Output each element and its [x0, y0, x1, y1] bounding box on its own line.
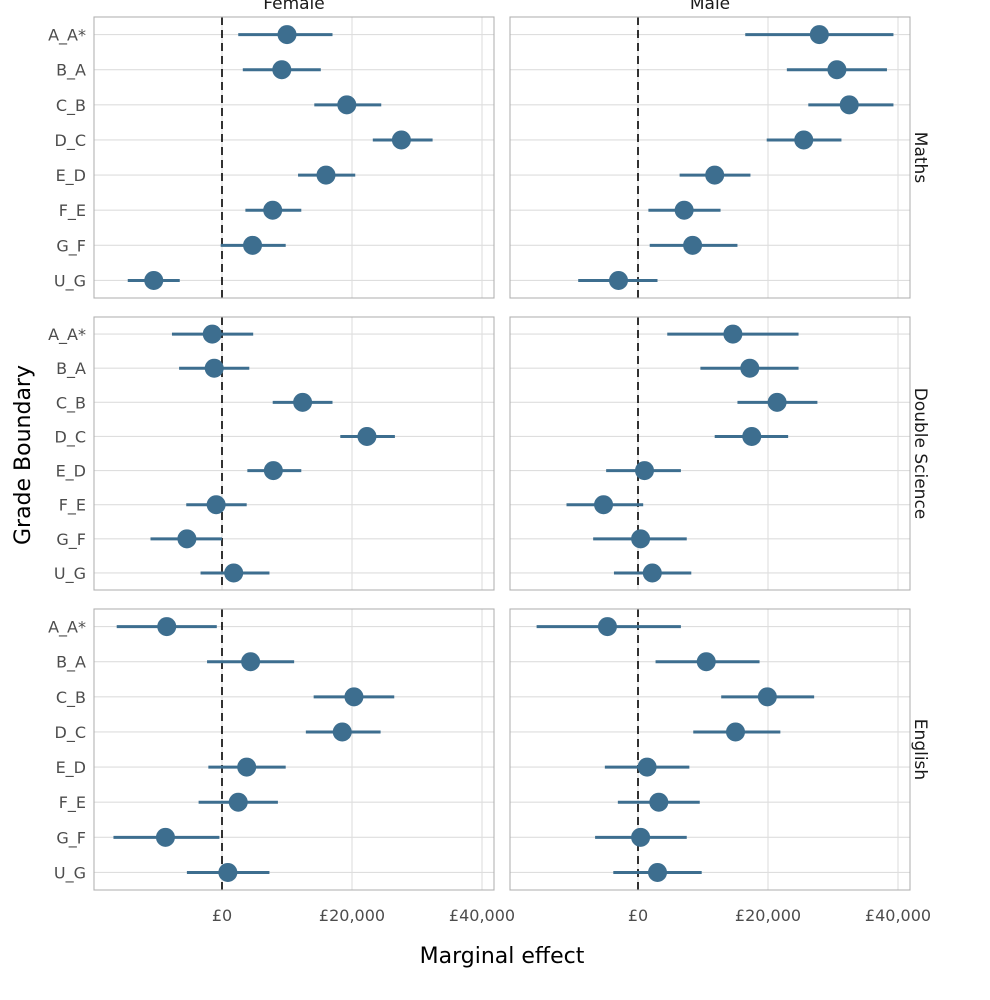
estimate-point	[767, 392, 787, 412]
estimate-point	[609, 270, 628, 290]
estimate-point	[683, 235, 703, 255]
y-tick-label: C_B	[56, 393, 86, 413]
x-tick-label: £0	[212, 906, 232, 925]
panel-border	[93, 608, 495, 891]
estimate-point	[631, 827, 651, 847]
panel-border	[509, 16, 911, 299]
y-tick-label: D_C	[55, 131, 87, 151]
panel-maths-male	[509, 16, 911, 299]
panel-border	[509, 608, 911, 891]
estimate-point	[344, 687, 364, 707]
y-tick-label: F_E	[59, 793, 86, 813]
panel-english-female: A_A* B_A C_B D_C E_D F_E G_F U_G £0 £20,000 £40,00…	[48, 608, 515, 925]
estimate-point	[241, 652, 261, 672]
estimate-point	[357, 426, 377, 446]
estimate-point	[157, 617, 177, 637]
estimate-point	[757, 687, 777, 707]
panel-maths-female: A_A* B_A C_B D_C E_D F_E G_F U_G	[48, 16, 495, 299]
estimate-point	[316, 165, 336, 185]
panel-double-science-female: A_A* B_A C_B D_C E_D F_E G_F U_G	[48, 316, 495, 591]
y-tick-label: B_A	[56, 653, 86, 673]
column-strip-female: Female	[263, 0, 324, 14]
y-axis-title: Grade Boundary	[11, 365, 36, 545]
y-tick-label: A_A*	[48, 618, 86, 638]
estimate-point	[726, 722, 745, 742]
row-strip-english: English	[910, 719, 930, 780]
y-tick-label: A_A*	[48, 325, 86, 345]
y-tick-label: B_A	[56, 61, 86, 81]
y-tick-label: D_C	[55, 427, 87, 447]
estimate-point	[705, 165, 725, 185]
estimate-point	[649, 792, 669, 812]
y-tick-label: F_E	[59, 201, 86, 221]
estimate-point	[237, 757, 257, 777]
estimate-point	[204, 358, 224, 378]
row-strip-double-science: Double Science	[910, 388, 930, 520]
estimate-point	[809, 25, 829, 45]
estimate-point	[597, 617, 617, 637]
y-tick-label: E_D	[56, 462, 86, 482]
y-tick-label: E_D	[56, 758, 86, 778]
estimate-point	[263, 200, 283, 220]
estimate-point	[218, 862, 238, 882]
x-tick-label: £0	[628, 906, 648, 925]
y-tick-label: U_G	[54, 564, 86, 584]
estimate-point	[177, 529, 197, 549]
estimate-point	[293, 392, 313, 412]
x-tick-label: £20,000	[735, 906, 801, 925]
estimate-point	[391, 130, 411, 150]
x-tick-label: £20,000	[319, 906, 385, 925]
estimate-point	[674, 200, 694, 220]
panel-double-science-male	[509, 316, 911, 591]
estimate-point	[337, 95, 357, 115]
y-tick-label: E_D	[56, 166, 86, 186]
estimate-point	[648, 862, 667, 882]
y-tick-label: C_B	[56, 688, 86, 708]
panel-english-male: £0 £20,000 £40,000	[509, 608, 931, 925]
estimate-point	[224, 563, 244, 583]
estimate-point	[740, 358, 760, 378]
estimate-point	[696, 652, 716, 672]
estimate-point	[332, 722, 352, 742]
estimate-point	[839, 95, 859, 115]
y-tick-label: G_F	[56, 828, 86, 848]
estimate-point	[144, 270, 164, 290]
estimate-point	[827, 60, 847, 80]
estimate-point	[742, 426, 762, 446]
x-tick-label: £40,000	[865, 906, 931, 925]
y-tick-label: C_B	[56, 96, 86, 116]
estimate-point	[155, 827, 175, 847]
estimate-point	[202, 324, 222, 344]
panel-border	[93, 316, 495, 591]
estimate-point	[243, 235, 263, 255]
row-strip-maths: Maths	[910, 132, 930, 184]
y-tick-label: B_A	[56, 359, 86, 379]
panel-border	[93, 16, 495, 299]
y-tick-label: A_A*	[48, 26, 86, 46]
estimate-point	[642, 563, 662, 583]
x-axis-title: Marginal effect	[420, 944, 585, 969]
y-tick-label: G_F	[56, 236, 86, 256]
y-tick-label: U_G	[54, 863, 86, 883]
estimate-point	[263, 461, 283, 481]
estimate-point	[794, 130, 814, 150]
estimate-point	[228, 792, 248, 812]
estimate-point	[277, 25, 297, 45]
estimate-point	[635, 461, 654, 481]
y-tick-label: D_C	[55, 723, 87, 743]
estimate-point	[594, 495, 614, 515]
estimate-point	[637, 757, 657, 777]
estimate-point	[272, 60, 292, 80]
estimate-point	[723, 324, 743, 344]
y-tick-label: G_F	[56, 530, 86, 550]
y-tick-label: F_E	[59, 496, 86, 516]
column-strip-male: Male	[690, 0, 730, 14]
panel-border	[509, 316, 911, 591]
x-tick-label: £40,000	[449, 906, 515, 925]
estimate-point	[631, 529, 651, 549]
estimate-point	[206, 495, 226, 515]
y-tick-label: U_G	[54, 271, 86, 291]
